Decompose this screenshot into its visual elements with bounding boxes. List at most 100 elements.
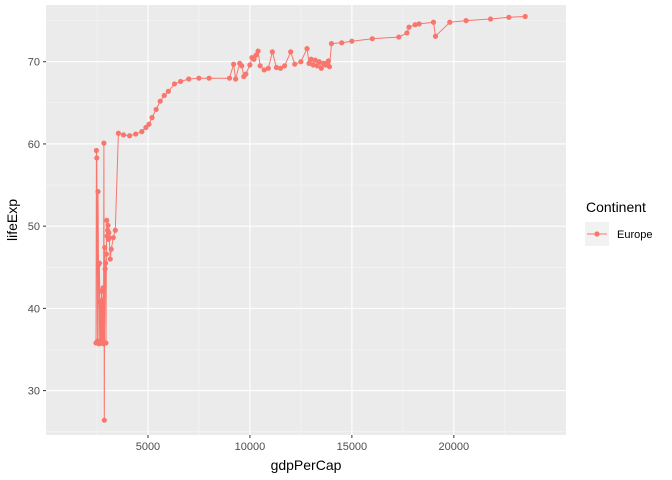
legend: Continent Europe [585, 199, 652, 246]
data-point [102, 260, 109, 266]
data-point [103, 340, 109, 346]
data-point [506, 14, 512, 20]
data-point [133, 131, 139, 137]
data-point [104, 217, 110, 224]
data-point [100, 337, 106, 343]
data-point [101, 417, 107, 423]
y-tick-label: 40 [28, 303, 40, 315]
data-point [103, 251, 109, 257]
y-tick-label: 30 [28, 386, 40, 398]
x-tick-label: 15000 [337, 441, 368, 453]
data-point [171, 81, 178, 87]
data-point [146, 121, 152, 127]
legend-label-europe: Europe [617, 229, 652, 241]
data-point [106, 230, 112, 236]
data-point [96, 260, 103, 266]
data-point [339, 40, 345, 46]
data-point [93, 147, 99, 154]
y-tick-label: 50 [28, 221, 40, 233]
data-point [165, 88, 171, 94]
data-point [99, 297, 105, 303]
series-layer [93, 13, 528, 423]
data-point [265, 65, 271, 71]
data-point [432, 33, 439, 39]
x-tick-label: 10000 [235, 441, 266, 453]
data-point [100, 285, 106, 291]
data-point [257, 63, 263, 69]
data-point [396, 34, 402, 40]
data-point [108, 246, 114, 252]
data-point [243, 71, 249, 77]
data-point [101, 140, 107, 146]
data-point [404, 30, 410, 36]
data-point [157, 98, 163, 104]
data-point [139, 129, 145, 135]
data-point [269, 49, 275, 55]
data-point [112, 227, 118, 233]
data-point [522, 13, 528, 20]
data-point [102, 244, 108, 251]
y-axis-title: lifeExp [4, 199, 20, 241]
data-point [106, 235, 112, 241]
data-point [231, 61, 237, 67]
data-point [310, 62, 316, 68]
data-point [430, 19, 437, 25]
data-point [261, 67, 267, 73]
data-point [326, 64, 333, 70]
data-point [177, 78, 184, 85]
data-point [115, 130, 121, 136]
data-point [306, 60, 312, 66]
data-point [102, 266, 108, 272]
data-point [206, 75, 212, 81]
x-tick-label: 5000 [136, 441, 160, 453]
data-point [369, 36, 375, 42]
data-point [247, 62, 253, 68]
data-point [325, 58, 332, 64]
x-axis: 5000 10000 15000 20000 [136, 435, 469, 453]
data-point [281, 63, 288, 69]
data-point [186, 76, 192, 82]
data-point [239, 63, 245, 69]
data-point [349, 38, 355, 44]
data-point [288, 49, 294, 55]
data-point [233, 76, 239, 82]
data-point [120, 132, 127, 138]
data-point [153, 106, 159, 113]
data-point [277, 65, 284, 71]
data-point [318, 65, 324, 71]
data-point [149, 115, 155, 121]
data-point [226, 75, 233, 81]
y-tick-label: 60 [28, 139, 40, 151]
data-point [298, 59, 304, 65]
data-point [94, 155, 100, 161]
data-point [107, 256, 113, 262]
legend-key-point [594, 231, 600, 237]
data-point [110, 235, 116, 241]
data-point [143, 124, 149, 131]
data-point [255, 48, 261, 54]
legend-title: Continent [586, 199, 646, 215]
data-point [273, 64, 280, 71]
major-gridlines [46, 5, 566, 435]
data-point [487, 16, 494, 22]
data-point [312, 57, 318, 63]
data-point [127, 133, 133, 139]
data-point [463, 18, 469, 24]
data-point [95, 189, 101, 195]
data-point [316, 59, 322, 65]
data-point [416, 21, 422, 27]
data-point [447, 19, 453, 25]
x-axis-title: gdpPerCap [271, 457, 342, 473]
data-point [412, 22, 418, 28]
data-point [196, 75, 202, 81]
data-point [161, 92, 167, 99]
data-point [251, 56, 257, 62]
data-point [304, 45, 310, 52]
data-point [253, 52, 259, 58]
data-point [105, 222, 111, 228]
data-point [292, 61, 298, 67]
data-point [406, 24, 412, 30]
data-point [328, 41, 335, 47]
y-axis: 30 40 50 60 70 [28, 57, 46, 398]
